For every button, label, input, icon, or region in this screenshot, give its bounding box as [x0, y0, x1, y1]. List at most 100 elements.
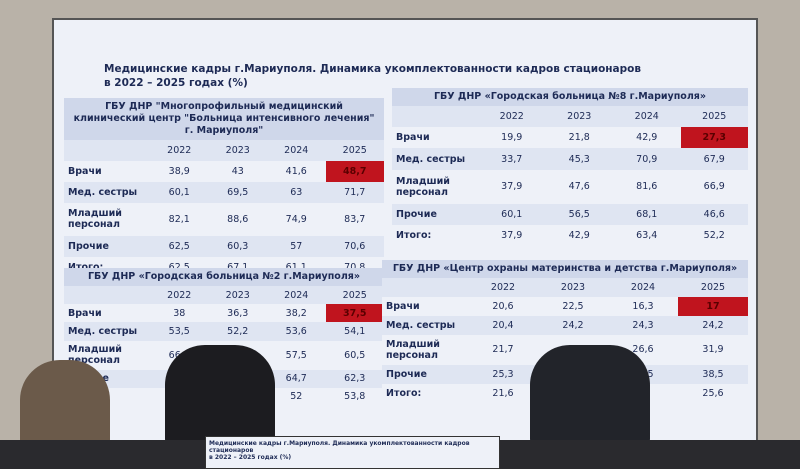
- table-cell: 53,5: [168, 325, 190, 337]
- table-cell: 52,2: [227, 325, 249, 337]
- table-row: Врачи 19,9 21,8 42,9 27,3: [392, 127, 748, 149]
- table-cell: 48,7: [325, 160, 384, 182]
- row-label: Прочие: [68, 241, 109, 253]
- table-cell: 42,9: [568, 229, 590, 241]
- row-label: Итого:: [396, 229, 432, 241]
- table-cell: 20,4: [492, 319, 514, 331]
- table-cell: 57,5: [285, 349, 307, 361]
- year-header: 2022: [490, 281, 516, 293]
- table-cell: 33,7: [501, 153, 523, 165]
- row-label: Младший персонал: [68, 344, 122, 367]
- year-header: 2023: [225, 144, 250, 156]
- table-cell: 62,3: [344, 373, 366, 385]
- table-row: Мед. сестры 33,7 45,3 70,9 67,9: [392, 148, 748, 170]
- row-label: Мед. сестры: [386, 319, 456, 331]
- row-label: Мед. сестры: [68, 186, 138, 198]
- table-cell: 21,6: [492, 388, 514, 400]
- table-cell: 57: [290, 241, 303, 253]
- table-cell: 16,3: [632, 300, 654, 312]
- table-cell: 56,5: [568, 208, 590, 220]
- table-cell: 60,1: [168, 186, 190, 198]
- table-cell: 20,6: [492, 300, 514, 312]
- table-cell: 46,6: [703, 208, 725, 220]
- table-row: Врачи 38 36,3 38,2 37,5: [64, 304, 384, 323]
- table-row: Врачи 20,6 22,5 16,3 17: [382, 296, 748, 316]
- row-label: Врачи: [68, 165, 102, 177]
- subtitle: в 2022 – 2025 годах (%): [104, 77, 248, 89]
- row-label: Итого:: [64, 262, 150, 273]
- year-header: 2024: [634, 111, 659, 123]
- table-body: 2022 2023 2024 2025 Врачи 19,9 21,8 42,9 27,3 Мед…: [392, 106, 748, 246]
- table-cell: 67,9: [703, 153, 725, 165]
- table-cell: 37,9: [501, 229, 523, 241]
- table-cell: 37,5: [325, 304, 384, 323]
- table-cell: 83,7: [344, 213, 366, 225]
- row-label: Врачи: [396, 132, 430, 144]
- data-table: ГБУ ДНР "Многопрофильный медицинский кли…: [64, 98, 384, 278]
- row-label: Прочие: [386, 369, 427, 381]
- year-header: 2024: [284, 144, 309, 156]
- person: [20, 360, 110, 450]
- table-cell: 66,9: [703, 181, 725, 193]
- year-header: 2025: [342, 144, 367, 156]
- year-header: 2022: [167, 289, 192, 301]
- data-table: ГБУ ДНР «Городская больница №8 г.Мариупо…: [392, 88, 748, 258]
- table-cell: 36,3: [227, 307, 249, 319]
- table-cell: 24,2: [702, 319, 724, 331]
- table-body: 2022 2023 2024 2025 Врачи 38,9 43 41,6 48,7 Мед. …: [64, 140, 384, 278]
- table-row: Мед. сестры 60,1 69,5 63 71,7: [64, 181, 384, 203]
- table-cell: 38,9: [168, 165, 190, 177]
- table-cell: 38,2: [285, 307, 307, 319]
- year-row: 2022 2023 2024 2025: [392, 106, 748, 128]
- table-title: ГБУ ДНР «Центр охраны материнства и детс…: [382, 260, 748, 278]
- table-row: Младший персонал 82,1 88,6 74,9 83,7: [64, 202, 384, 237]
- year-header: 2024: [284, 289, 309, 301]
- table-cell: 22,5: [562, 300, 584, 312]
- table-cell: 62,5: [168, 241, 190, 253]
- table-cell: 61,1: [267, 257, 326, 278]
- title: Медицинские кадры г.Мариуполя. Динамика …: [104, 63, 641, 75]
- table-cell: 19,9: [501, 132, 523, 144]
- row-label: Младший персонал: [386, 338, 440, 361]
- year-header: 2022: [499, 111, 524, 123]
- table-cell: 62,5: [150, 257, 209, 278]
- table-cell: 24,3: [632, 319, 654, 331]
- table-row: Итого: 37,9 42,9 63,4 52,2: [392, 224, 748, 246]
- screen: Медицинские кадры г.Мариуполя. Динамика …: [52, 18, 758, 442]
- table-cell: 70,9: [636, 153, 658, 165]
- row-label: Прочие: [396, 208, 437, 220]
- table-cell: 47,6: [568, 181, 590, 193]
- podium-caption: Медицинские кадры г.Мариуполя. Динамика …: [205, 436, 500, 469]
- row-label: Мед. сестры: [396, 153, 466, 165]
- table-row: Прочие 62,5 60,3 57 70,6: [64, 236, 384, 258]
- caption-subtitle: в 2022 – 2025 годах (%): [209, 454, 292, 461]
- table-cell: 31,9: [702, 344, 724, 356]
- table-cell: 17: [678, 296, 748, 316]
- table-cell: 60,3: [227, 241, 249, 253]
- table-row: Младший персонал 37,9 47,6 81,6 66,9: [392, 169, 748, 204]
- table-cell: 38,5: [702, 369, 724, 381]
- data-table: ГБУ ДНР «Центр охраны материнства и детс…: [382, 260, 748, 415]
- table-cell: 42,9: [636, 132, 658, 144]
- table-cell: 69,5: [227, 186, 249, 198]
- year-header: 2025: [342, 289, 367, 301]
- year-header: 2025: [700, 281, 726, 293]
- table-cell: 64,7: [285, 373, 307, 385]
- table-cell: 26,6: [632, 344, 654, 356]
- table-cell: 82,1: [168, 213, 190, 225]
- year-header: 2024: [630, 281, 656, 293]
- row-label: Мед. сестры: [68, 325, 138, 337]
- table-cell: 60,1: [501, 208, 523, 220]
- table-cell: 53,6: [285, 325, 307, 337]
- table-cell: 81,6: [636, 181, 658, 193]
- row-label: Врачи: [386, 300, 420, 312]
- table-body: 2022 2023 2024 2025 Врачи 20,6 22,5 16,3 17 Мед. …: [382, 278, 748, 403]
- table-cell: 37,9: [501, 181, 523, 193]
- table-cell: 60,5: [344, 349, 366, 361]
- table-row: Мед. сестры 53,5 52,2 53,6 54,1: [64, 322, 384, 341]
- table-cell: 52: [290, 391, 303, 403]
- table-cell: 63: [290, 186, 303, 198]
- table-cell: 45,3: [568, 153, 590, 165]
- table-cell: 71,7: [344, 186, 366, 198]
